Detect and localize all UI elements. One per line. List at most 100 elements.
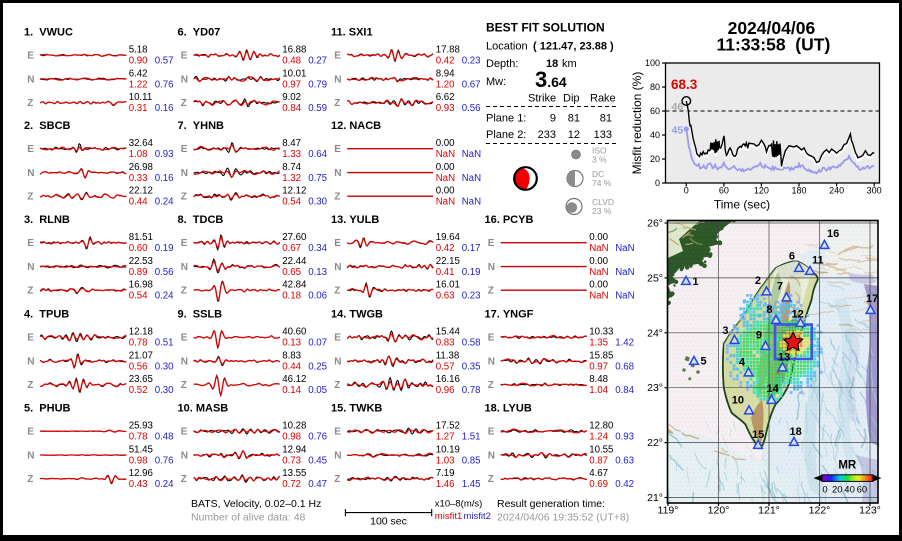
- svg-text:NaN: NaN: [615, 267, 634, 278]
- svg-text:0.63: 0.63: [436, 290, 455, 301]
- svg-text:120: 120: [754, 186, 769, 196]
- svg-text:0.84: 0.84: [615, 385, 634, 396]
- svg-text:1. VWUC: 1. VWUC: [24, 27, 73, 39]
- svg-text:N: N: [181, 262, 188, 273]
- svg-text:26.98: 26.98: [129, 162, 153, 173]
- svg-text:E: E: [334, 238, 341, 249]
- svg-text:0.00: 0.00: [589, 256, 608, 267]
- svg-text:0.16: 0.16: [155, 103, 174, 114]
- svg-text:0.76: 0.76: [308, 431, 327, 442]
- svg-text:8.47: 8.47: [282, 138, 301, 149]
- svg-text:3 %: 3 %: [592, 155, 607, 165]
- svg-text:N: N: [27, 168, 34, 179]
- svg-text:100: 100: [645, 58, 660, 68]
- svg-text:NaN: NaN: [462, 149, 481, 160]
- svg-text:68.3: 68.3: [671, 77, 698, 92]
- svg-text:E: E: [27, 427, 34, 438]
- svg-text:Misfit reduction (%): Misfit reduction (%): [630, 72, 644, 175]
- svg-text:240: 240: [829, 186, 844, 196]
- svg-text:1.04: 1.04: [589, 385, 608, 396]
- svg-text:0.00: 0.00: [436, 186, 455, 197]
- svg-text:14: 14: [767, 383, 780, 395]
- svg-text:10. MASB: 10. MASB: [178, 403, 229, 415]
- svg-text:0.00: 0.00: [589, 232, 608, 243]
- svg-text:0.56: 0.56: [129, 361, 148, 372]
- svg-text:0.76: 0.76: [155, 455, 174, 466]
- svg-text:20: 20: [650, 154, 660, 164]
- svg-text:27.60: 27.60: [282, 232, 307, 243]
- svg-text:0: 0: [684, 186, 689, 196]
- svg-text:40: 40: [650, 130, 660, 140]
- svg-text:0.83: 0.83: [436, 337, 455, 348]
- svg-text:6.42: 6.42: [129, 69, 148, 80]
- svg-text:19.64: 19.64: [436, 232, 461, 243]
- svg-text:23°: 23°: [647, 382, 663, 394]
- svg-text:N: N: [334, 262, 341, 273]
- svg-text:17: 17: [866, 293, 878, 305]
- svg-text:6.62: 6.62: [436, 92, 455, 103]
- svg-text:16.98: 16.98: [129, 280, 153, 291]
- svg-text:misfit1: misfit1: [435, 511, 462, 522]
- svg-text:0.78: 0.78: [462, 385, 481, 396]
- svg-text:CLVD: CLVD: [592, 197, 614, 207]
- svg-text:( 121.47, 23.88 ): ( 121.47, 23.88 ): [533, 41, 614, 53]
- svg-text:42.84: 42.84: [282, 280, 307, 291]
- svg-text:8: 8: [766, 304, 772, 316]
- svg-text:180: 180: [791, 186, 806, 196]
- svg-text:12.12: 12.12: [282, 186, 306, 197]
- svg-text:10.55: 10.55: [589, 445, 613, 456]
- svg-text:40.60: 40.60: [282, 327, 307, 338]
- svg-text:1.35: 1.35: [589, 337, 608, 348]
- svg-text:0: 0: [822, 485, 827, 496]
- svg-text:E: E: [27, 51, 34, 62]
- svg-text:1.46: 1.46: [436, 479, 455, 490]
- svg-text:0.30: 0.30: [308, 196, 327, 207]
- svg-text:40: 40: [844, 485, 855, 496]
- svg-text:Z: Z: [488, 380, 494, 391]
- svg-text:N: N: [27, 262, 34, 273]
- svg-text:0.41: 0.41: [436, 267, 455, 278]
- svg-text:Z: Z: [334, 380, 340, 391]
- svg-text:0.57: 0.57: [436, 361, 455, 372]
- svg-text:4. TPUB: 4. TPUB: [24, 309, 69, 321]
- svg-text:5: 5: [701, 356, 707, 368]
- svg-text:2024/04/06 19:35:52 (UT+8): 2024/04/06 19:35:52 (UT+8): [497, 512, 629, 524]
- svg-text:0.79: 0.79: [308, 79, 327, 90]
- svg-text:0.47: 0.47: [308, 479, 327, 490]
- svg-text:60: 60: [719, 186, 729, 196]
- svg-text:0.19: 0.19: [462, 267, 481, 278]
- svg-text:NaN: NaN: [589, 267, 608, 278]
- svg-text:N: N: [488, 262, 495, 273]
- svg-text:Z: Z: [181, 98, 187, 109]
- svg-text:11. SXI1: 11. SXI1: [331, 27, 373, 39]
- svg-text:0.17: 0.17: [462, 243, 481, 254]
- svg-text:9. SSLB: 9. SSLB: [178, 309, 223, 321]
- svg-text:1.03: 1.03: [436, 455, 455, 466]
- svg-text:1.51: 1.51: [462, 431, 481, 442]
- svg-text:Z: Z: [27, 98, 33, 109]
- svg-text:Z: Z: [181, 192, 187, 203]
- svg-text:5.18: 5.18: [129, 45, 148, 56]
- svg-text:NaN: NaN: [615, 243, 634, 254]
- svg-text:21°: 21°: [647, 492, 663, 504]
- svg-text:0.16: 0.16: [155, 173, 174, 184]
- svg-text:NaN: NaN: [436, 173, 455, 184]
- svg-text:11: 11: [812, 255, 824, 267]
- svg-text:18. LYUB: 18. LYUB: [485, 403, 532, 415]
- svg-text:Depth:: Depth:: [486, 58, 518, 70]
- svg-text:10.11: 10.11: [129, 92, 153, 103]
- svg-text:Z: Z: [27, 286, 33, 297]
- svg-text:N: N: [181, 168, 188, 179]
- svg-text:N: N: [488, 451, 495, 462]
- svg-text:Location: Location: [486, 41, 528, 53]
- svg-text:8.74: 8.74: [282, 162, 301, 173]
- svg-text:0.93: 0.93: [155, 149, 174, 160]
- svg-text:Z: Z: [27, 380, 33, 391]
- svg-text:0.07: 0.07: [308, 337, 327, 348]
- svg-text:10: 10: [732, 395, 744, 407]
- svg-text:0.54: 0.54: [282, 196, 301, 207]
- svg-text:4: 4: [739, 357, 746, 369]
- svg-text:E: E: [181, 144, 188, 155]
- svg-text:0.42: 0.42: [615, 479, 634, 490]
- svg-text:22°: 22°: [647, 437, 663, 449]
